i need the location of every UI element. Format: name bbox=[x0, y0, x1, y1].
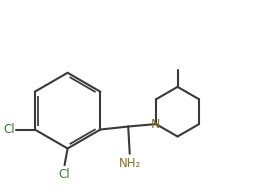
Text: N: N bbox=[151, 118, 160, 131]
Text: Cl: Cl bbox=[3, 123, 15, 136]
Text: NH₂: NH₂ bbox=[119, 157, 141, 170]
Text: Cl: Cl bbox=[59, 168, 70, 181]
